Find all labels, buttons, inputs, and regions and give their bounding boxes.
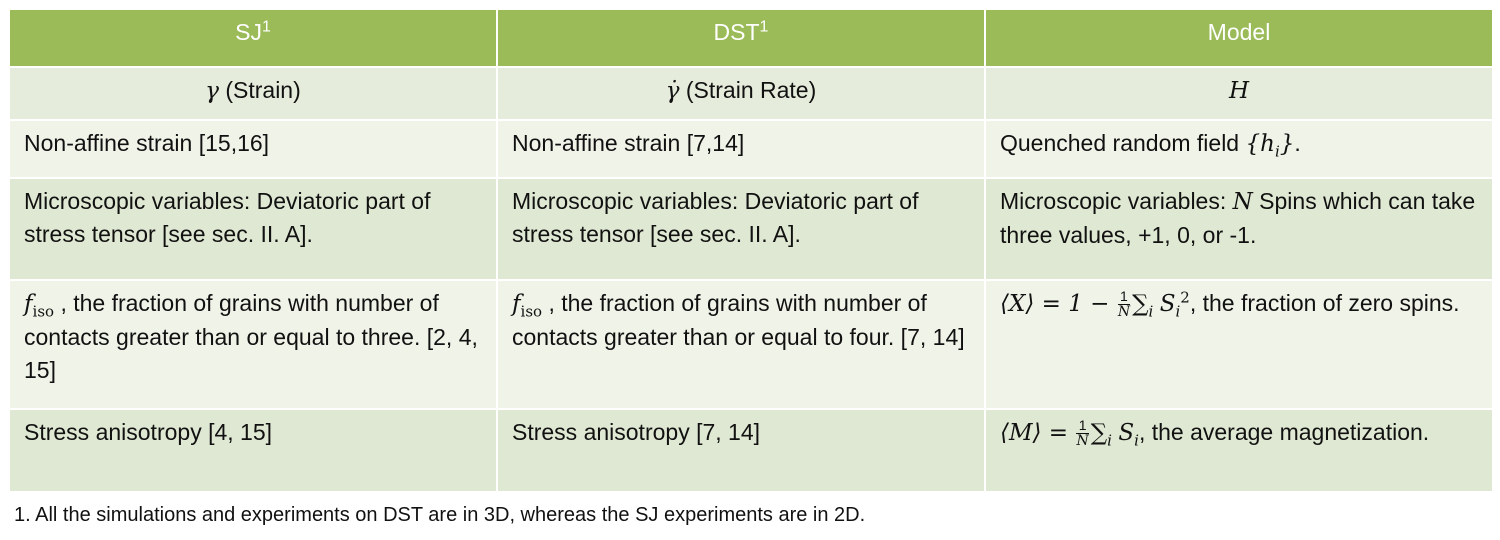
cell-model-row3: ⟨X⟩ = 1 − 1 N ∑i Si2, the fraction of zero… xyxy=(984,279,1494,410)
cell-dst-row2: Microscopic variables: Deviatoric part o… xyxy=(496,177,986,281)
table-row: Microscopic variables: Deviatoric part o… xyxy=(8,177,1494,281)
cell-sj-row4: Stress anisotropy [4, 15] xyxy=(8,408,498,493)
table-row: fiso , the fraction of grains with numbe… xyxy=(8,279,1494,410)
symbol-row: γ (Strain) γ̇ (Strain Rate) H xyxy=(8,66,1494,121)
cell-sj-row2: Microscopic variables: Deviatoric part o… xyxy=(8,177,498,281)
header-model: Model xyxy=(984,8,1494,68)
cell-model-row2: Microscopic variables: N Spins which can… xyxy=(984,177,1494,281)
cell-dst-row1: Non-affine strain [7,14] xyxy=(496,119,986,179)
header-sj: SJ1 xyxy=(8,8,498,68)
cell-model-field: H xyxy=(984,66,1494,121)
footnote: 1. All the simulations and experiments o… xyxy=(14,502,865,528)
cell-dst-row3: fiso , the fraction of grains with numbe… xyxy=(496,279,986,410)
table-row: Stress anisotropy [4, 15] Stress anisotr… xyxy=(8,408,1494,493)
cell-sj-row1: Non-affine strain [15,16] xyxy=(8,119,498,179)
cell-dst-strain-rate: γ̇ (Strain Rate) xyxy=(496,66,986,121)
cell-dst-row4: Stress anisotropy [7, 14] xyxy=(496,408,986,493)
table-row: Non-affine strain [15,16] Non-affine str… xyxy=(8,119,1494,179)
header-row: SJ1 DST1 Model xyxy=(8,8,1494,68)
cell-sj-strain: γ (Strain) xyxy=(8,66,498,121)
header-dst: DST1 xyxy=(496,8,986,68)
footnote-number: 1. xyxy=(14,504,31,526)
cell-sj-row3: fiso , the fraction of grains with numbe… xyxy=(8,279,498,410)
comparison-table: SJ1 DST1 Model γ (Strain) γ̇ (Strain Rat… xyxy=(8,8,1494,493)
cell-model-row4: ⟨M⟩ = 1 N ∑i Si, the average magnetization… xyxy=(984,408,1494,493)
cell-model-row1: Quenched random field {hi}. xyxy=(984,119,1494,179)
footnote-text: All the simulations and experiments on D… xyxy=(35,504,866,526)
